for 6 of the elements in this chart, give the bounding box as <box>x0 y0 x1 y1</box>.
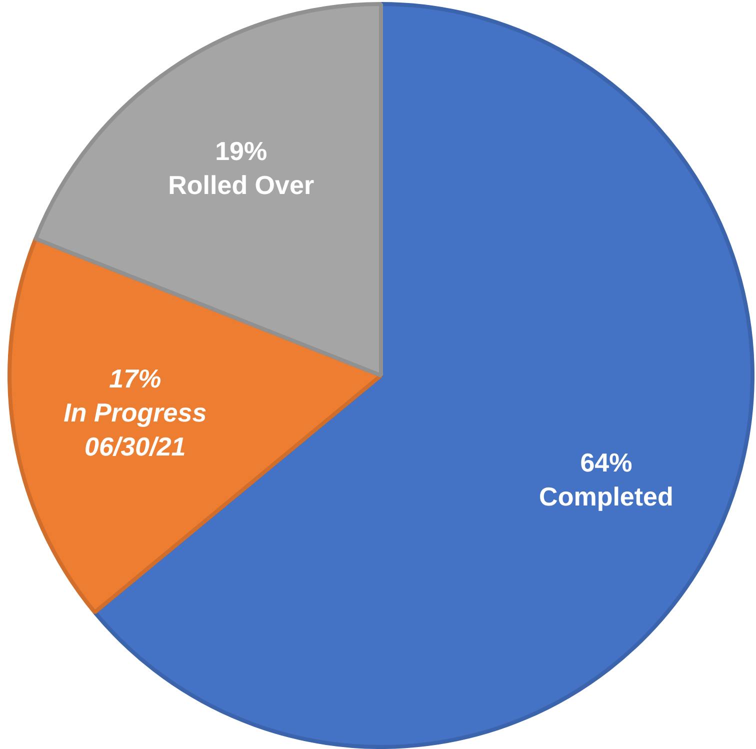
slice-label: Completed <box>539 482 674 512</box>
data-label: 17% <box>109 364 162 394</box>
data-label: 19% <box>215 136 268 166</box>
slice-label: In Progress 06/30/21 <box>64 398 207 462</box>
slice-label: Rolled Over <box>168 170 314 200</box>
data-label: 64% <box>580 448 632 478</box>
